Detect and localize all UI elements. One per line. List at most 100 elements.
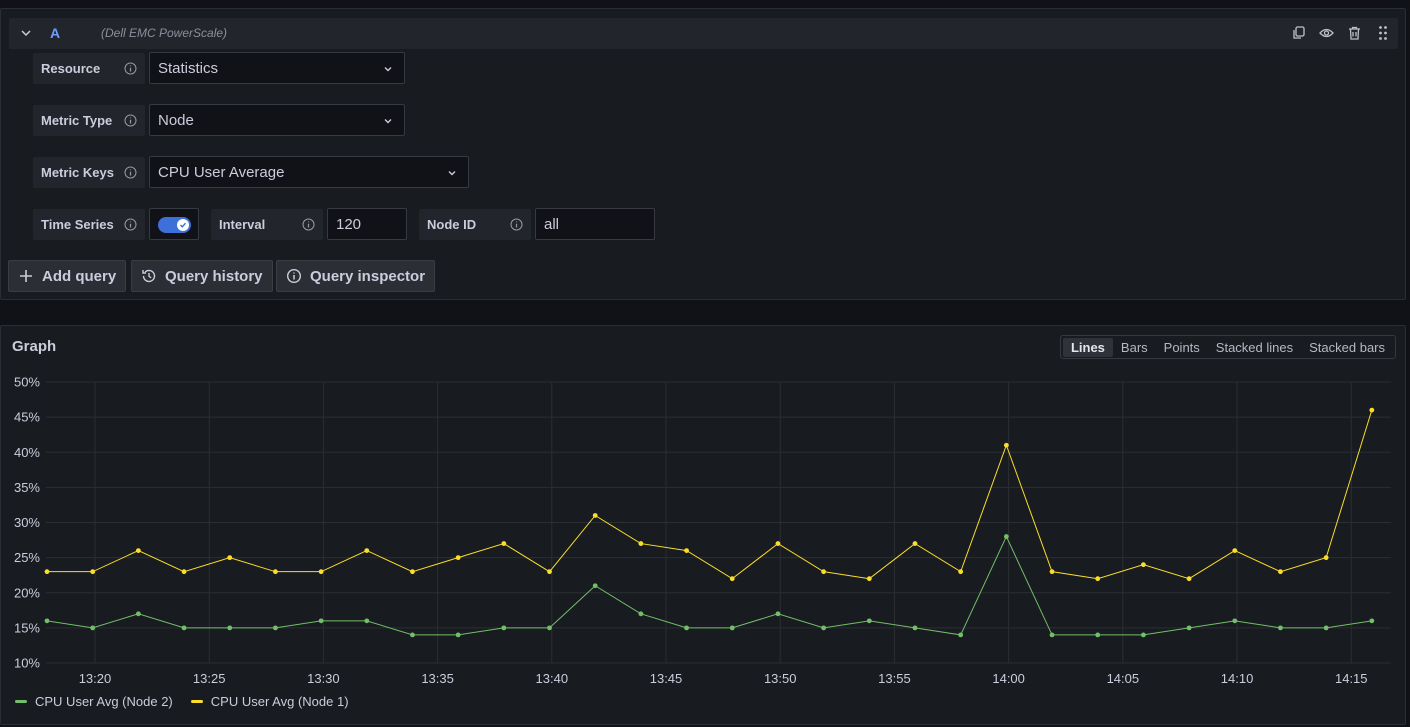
data-point xyxy=(44,569,50,575)
data-point xyxy=(410,569,415,575)
eye-icon[interactable] xyxy=(1319,24,1334,42)
info-icon[interactable] xyxy=(124,114,137,127)
data-point xyxy=(1369,407,1375,413)
x-tick-label: 14:10 xyxy=(1221,671,1254,686)
data-point xyxy=(455,555,461,561)
y-tick-label: 30% xyxy=(14,515,40,530)
graph-mode-lines[interactable]: Lines xyxy=(1062,337,1113,357)
legend-label: CPU User Avg (Node 2) xyxy=(35,694,173,709)
graph-mode-bars[interactable]: Bars xyxy=(1120,339,1148,355)
trash-icon[interactable] xyxy=(1347,24,1362,42)
info-icon[interactable] xyxy=(124,62,137,75)
node-id-input[interactable]: all xyxy=(535,208,655,240)
interval-input[interactable]: 120 xyxy=(327,208,407,240)
data-point xyxy=(958,632,964,638)
metric-type-select[interactable]: Node xyxy=(149,104,405,136)
data-point xyxy=(638,541,644,546)
legend-swatch xyxy=(190,700,203,703)
data-point xyxy=(90,625,96,631)
data-point xyxy=(775,611,781,617)
data-point xyxy=(1049,569,1055,575)
info-icon[interactable] xyxy=(124,166,137,179)
data-point xyxy=(821,625,827,631)
history-icon xyxy=(142,269,156,283)
x-tick-label: 14:00 xyxy=(992,671,1025,686)
data-point xyxy=(821,569,827,575)
chevron-down-icon[interactable] xyxy=(19,26,33,40)
graph-mode-points[interactable]: Points xyxy=(1163,339,1200,355)
data-point xyxy=(364,548,370,553)
info-icon[interactable] xyxy=(124,218,137,231)
data-point xyxy=(410,632,415,638)
check-icon xyxy=(177,219,189,231)
data-point xyxy=(866,576,872,582)
graph-mode-stacked-lines[interactable]: Stacked lines xyxy=(1215,339,1294,355)
interval-label: Interval xyxy=(211,209,323,240)
chevron-down-icon xyxy=(384,119,392,124)
data-point xyxy=(318,569,324,575)
info-icon[interactable] xyxy=(302,218,315,231)
time-series-label: Time Series xyxy=(33,209,145,240)
graph-mode-selector: Lines Bars Points Stacked lines Stacked bars xyxy=(1059,335,1396,359)
datasource-name: (Dell EMC PowerScale) xyxy=(101,26,228,40)
query-inspector-button[interactable]: Query inspector xyxy=(276,260,436,292)
data-point xyxy=(547,625,552,631)
x-tick-label: 14:05 xyxy=(1107,671,1140,686)
data-point xyxy=(1369,618,1375,624)
x-tick-label: 13:30 xyxy=(307,671,340,686)
resource-label: Resource xyxy=(33,53,145,84)
y-tick-label: 10% xyxy=(14,656,40,671)
data-point xyxy=(684,625,689,631)
legend-item[interactable]: CPU User Avg (Node 2) xyxy=(15,694,173,709)
drag-handle-icon[interactable] xyxy=(1375,24,1390,42)
x-tick-label: 13:25 xyxy=(193,671,226,686)
data-point xyxy=(318,618,324,624)
time-series-toggle[interactable] xyxy=(149,208,199,240)
chevron-down-icon xyxy=(384,67,392,72)
data-point xyxy=(547,569,552,575)
data-point xyxy=(775,541,781,546)
data-point xyxy=(1095,576,1101,582)
line-chart: 10% 15% 20% 25% 30% 35% 40% 45% 50% 13:20 13:25 13:… xyxy=(14,375,1391,686)
node-id-label: Node ID xyxy=(419,209,531,240)
y-tick-label: 25% xyxy=(14,550,40,565)
graph-mode-stacked-bars[interactable]: Stacked bars xyxy=(1309,339,1385,355)
data-point xyxy=(501,541,507,546)
metric-keys-select[interactable]: CPU User Average xyxy=(149,156,469,188)
duplicate-icon[interactable] xyxy=(1291,24,1306,42)
data-point xyxy=(729,625,735,631)
data-point xyxy=(455,632,461,638)
x-tick-label: 13:35 xyxy=(421,671,454,686)
data-point xyxy=(181,569,187,575)
data-point xyxy=(1003,534,1009,539)
x-tick-label: 13:45 xyxy=(650,671,683,686)
metric-type-label: Metric Type xyxy=(33,105,145,136)
y-tick-label: 35% xyxy=(14,480,40,495)
data-point xyxy=(958,569,964,575)
x-tick-label: 13:20 xyxy=(79,671,112,686)
data-point xyxy=(912,625,918,631)
query-history-button[interactable]: Query history xyxy=(131,260,273,292)
data-point xyxy=(1186,625,1192,631)
add-query-button[interactable]: Add query xyxy=(8,260,127,292)
data-point xyxy=(1323,625,1329,631)
data-point xyxy=(1095,632,1101,638)
data-point xyxy=(44,618,50,624)
data-point xyxy=(592,583,598,589)
data-point xyxy=(1278,625,1283,631)
data-point xyxy=(1232,548,1238,553)
query-ref-id[interactable]: A xyxy=(50,25,61,41)
plus-icon xyxy=(20,270,32,282)
data-point xyxy=(684,548,689,553)
data-point xyxy=(1003,442,1009,448)
x-tick-label: 13:50 xyxy=(764,671,797,686)
x-tick-label: 14:15 xyxy=(1335,671,1368,686)
series-line xyxy=(46,535,1372,636)
data-point xyxy=(912,541,918,546)
data-point xyxy=(1278,569,1283,575)
info-icon[interactable] xyxy=(510,218,523,231)
resource-select[interactable]: Statistics xyxy=(149,52,405,84)
data-point xyxy=(273,569,278,575)
data-point xyxy=(866,618,872,624)
legend-item[interactable]: CPU User Avg (Node 1) xyxy=(190,694,349,709)
